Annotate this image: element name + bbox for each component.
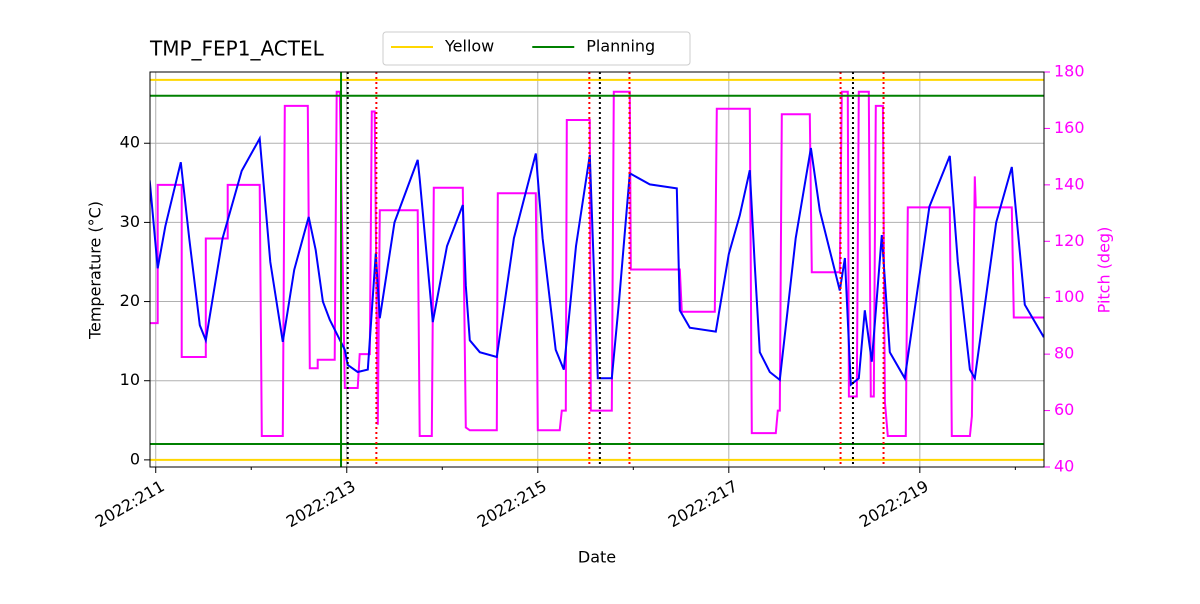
y-tick-label: 20 (120, 291, 140, 310)
y-tick-label: 10 (120, 370, 140, 389)
y-axis-label: Temperature (°C) (86, 201, 105, 340)
y2-tick-label: 160 (1054, 118, 1085, 137)
y2-tick-label: 60 (1054, 400, 1074, 419)
x-tick-label: 2022:213 (283, 476, 359, 531)
y-tick-label: 0 (130, 449, 140, 468)
y2-tick-label: 140 (1054, 174, 1085, 193)
legend-box (382, 31, 691, 66)
x-axis-label: Date (578, 548, 616, 567)
x-tick-label: 2022:215 (474, 476, 550, 531)
y2-tick-label: 40 (1054, 457, 1074, 476)
x-tick-label: 2022:217 (665, 476, 741, 531)
x-tick-label: 2022:211 (92, 476, 168, 531)
data-line (150, 135, 1044, 387)
y2-tick-label: 120 (1054, 231, 1085, 250)
data-line (150, 90, 1044, 437)
y2-axis-label: Pitch (deg) (1095, 227, 1114, 314)
y2-tick-label: 180 (1054, 62, 1085, 81)
legend-label: Planning (586, 37, 655, 56)
y-tick-label: 40 (120, 133, 140, 152)
chart-title: TMP_FEP1_ACTEL (149, 37, 325, 61)
y2-tick-label: 100 (1054, 287, 1085, 306)
plot-frame (149, 71, 1045, 468)
y2-tick-label: 80 (1054, 344, 1074, 363)
legend-label: Yellow (444, 37, 494, 56)
y-tick-label: 30 (120, 212, 140, 231)
x-tick-label: 2022:219 (856, 476, 932, 531)
